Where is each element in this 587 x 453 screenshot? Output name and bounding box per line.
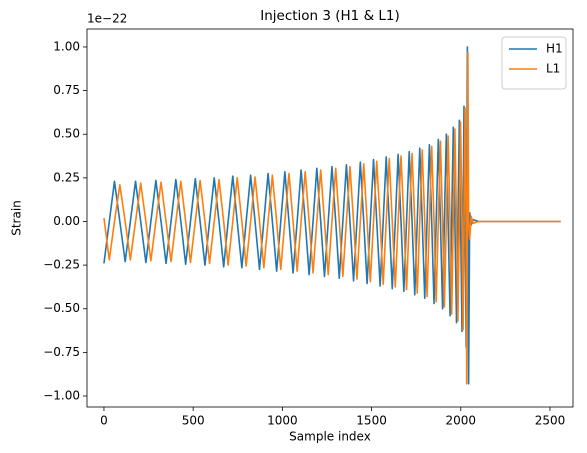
x-tick-label: 1000 [267, 414, 298, 428]
y-tick-label: 0.50 [53, 127, 80, 141]
y-axis-label: Strain [10, 200, 24, 236]
x-tick-label: 500 [182, 414, 205, 428]
legend-box [501, 36, 567, 90]
y-tick-label: 0.75 [53, 83, 80, 97]
y-tick-label: −1.00 [43, 389, 80, 403]
x-tick-label: 0 [100, 414, 108, 428]
legend-label: L1 [546, 62, 560, 76]
y-tick-label: −0.50 [43, 301, 80, 315]
series-line [103, 51, 561, 385]
legend-label: H1 [546, 42, 563, 56]
y-tick-label: 0.00 [53, 214, 80, 228]
y-tick-label: −0.75 [43, 345, 80, 359]
x-axis-label: Sample index [289, 430, 371, 444]
y-tick-label: −0.25 [43, 258, 80, 272]
x-tick-label: 1500 [356, 414, 387, 428]
chart-title: Injection 3 (H1 & L1) [260, 8, 400, 24]
x-tick-label: 2500 [535, 414, 566, 428]
offset-text: 1e−22 [87, 12, 127, 26]
x-tick-label: 2000 [446, 414, 477, 428]
plot-frame [86, 28, 574, 408]
y-tick-label: 1.00 [53, 39, 80, 53]
y-tick-label: 0.25 [53, 170, 80, 184]
